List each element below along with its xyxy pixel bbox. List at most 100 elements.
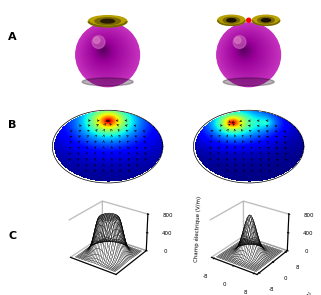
- Ellipse shape: [223, 17, 239, 23]
- Circle shape: [242, 48, 246, 52]
- Circle shape: [221, 27, 275, 82]
- Circle shape: [229, 35, 265, 71]
- Circle shape: [234, 40, 257, 63]
- Circle shape: [237, 42, 253, 60]
- Circle shape: [233, 36, 246, 48]
- Text: B: B: [8, 120, 16, 130]
- Circle shape: [240, 47, 248, 54]
- Circle shape: [88, 35, 122, 69]
- Circle shape: [86, 34, 125, 72]
- Circle shape: [100, 47, 106, 53]
- Circle shape: [224, 31, 270, 76]
- Circle shape: [225, 32, 269, 75]
- Circle shape: [85, 32, 127, 74]
- Circle shape: [231, 37, 261, 67]
- Circle shape: [92, 39, 117, 65]
- Ellipse shape: [252, 15, 280, 25]
- Circle shape: [91, 38, 119, 66]
- Circle shape: [234, 40, 256, 63]
- Circle shape: [233, 40, 258, 64]
- Circle shape: [91, 38, 118, 66]
- Ellipse shape: [95, 18, 120, 24]
- Circle shape: [82, 29, 131, 78]
- Circle shape: [82, 30, 130, 77]
- Circle shape: [95, 42, 112, 60]
- Circle shape: [221, 27, 274, 81]
- Circle shape: [226, 32, 268, 74]
- Ellipse shape: [218, 15, 245, 25]
- Circle shape: [84, 32, 128, 75]
- Circle shape: [229, 35, 264, 70]
- Circle shape: [228, 34, 265, 71]
- Circle shape: [238, 44, 251, 57]
- Circle shape: [231, 38, 260, 66]
- Circle shape: [221, 27, 275, 81]
- Circle shape: [220, 26, 276, 82]
- Circle shape: [241, 47, 247, 53]
- Circle shape: [78, 26, 136, 83]
- Ellipse shape: [223, 78, 274, 86]
- Circle shape: [232, 38, 260, 66]
- Circle shape: [87, 34, 124, 71]
- Circle shape: [77, 24, 138, 86]
- Circle shape: [237, 43, 252, 58]
- Ellipse shape: [258, 17, 274, 23]
- Circle shape: [77, 24, 138, 85]
- Circle shape: [219, 25, 278, 84]
- Circle shape: [96, 43, 112, 59]
- Circle shape: [84, 31, 128, 76]
- Ellipse shape: [82, 78, 133, 86]
- Circle shape: [102, 49, 104, 51]
- Circle shape: [240, 46, 248, 55]
- Circle shape: [235, 41, 255, 61]
- Circle shape: [78, 25, 137, 84]
- Circle shape: [76, 23, 139, 86]
- Circle shape: [99, 46, 108, 55]
- Circle shape: [224, 30, 271, 77]
- Circle shape: [96, 43, 111, 58]
- Circle shape: [78, 25, 136, 83]
- Circle shape: [219, 25, 277, 83]
- Circle shape: [86, 33, 126, 73]
- Circle shape: [227, 33, 266, 73]
- Circle shape: [239, 46, 249, 55]
- Circle shape: [222, 28, 273, 79]
- Circle shape: [225, 31, 269, 76]
- Circle shape: [243, 49, 244, 50]
- Circle shape: [239, 45, 250, 56]
- Circle shape: [94, 41, 115, 62]
- Circle shape: [217, 23, 281, 87]
- Circle shape: [226, 32, 268, 74]
- Circle shape: [94, 41, 114, 61]
- Circle shape: [76, 23, 140, 87]
- Circle shape: [217, 23, 280, 86]
- Circle shape: [88, 35, 123, 70]
- Circle shape: [222, 28, 274, 80]
- Circle shape: [89, 36, 122, 69]
- Circle shape: [230, 36, 262, 68]
- Circle shape: [86, 33, 125, 73]
- Text: C: C: [8, 231, 16, 241]
- Circle shape: [101, 48, 105, 52]
- Circle shape: [93, 40, 116, 63]
- Circle shape: [230, 36, 263, 69]
- Circle shape: [102, 49, 103, 50]
- Circle shape: [223, 30, 271, 77]
- Circle shape: [92, 36, 105, 48]
- Circle shape: [87, 35, 124, 71]
- Ellipse shape: [227, 19, 236, 22]
- Circle shape: [80, 27, 133, 81]
- Circle shape: [79, 26, 135, 82]
- Circle shape: [90, 37, 120, 67]
- Circle shape: [83, 30, 130, 77]
- Ellipse shape: [101, 19, 115, 23]
- Circle shape: [237, 43, 253, 59]
- Y-axis label: y (cm): y (cm): [296, 291, 313, 295]
- Circle shape: [97, 44, 110, 57]
- Circle shape: [94, 42, 114, 61]
- Circle shape: [98, 45, 109, 56]
- Circle shape: [81, 28, 132, 79]
- Circle shape: [247, 18, 251, 22]
- Circle shape: [83, 31, 129, 76]
- Circle shape: [95, 42, 113, 60]
